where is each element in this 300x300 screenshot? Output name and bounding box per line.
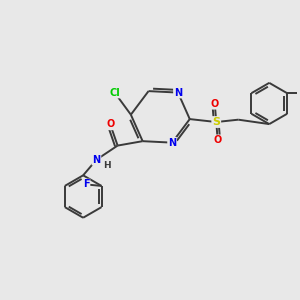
Text: N: N	[174, 88, 182, 98]
Text: F: F	[83, 179, 89, 190]
Text: Cl: Cl	[109, 88, 120, 98]
Text: H: H	[103, 160, 110, 169]
Text: O: O	[106, 119, 114, 129]
Text: S: S	[212, 117, 220, 127]
Text: N: N	[168, 138, 176, 148]
Text: O: O	[211, 99, 219, 109]
Text: N: N	[92, 155, 101, 165]
Text: O: O	[214, 135, 222, 145]
